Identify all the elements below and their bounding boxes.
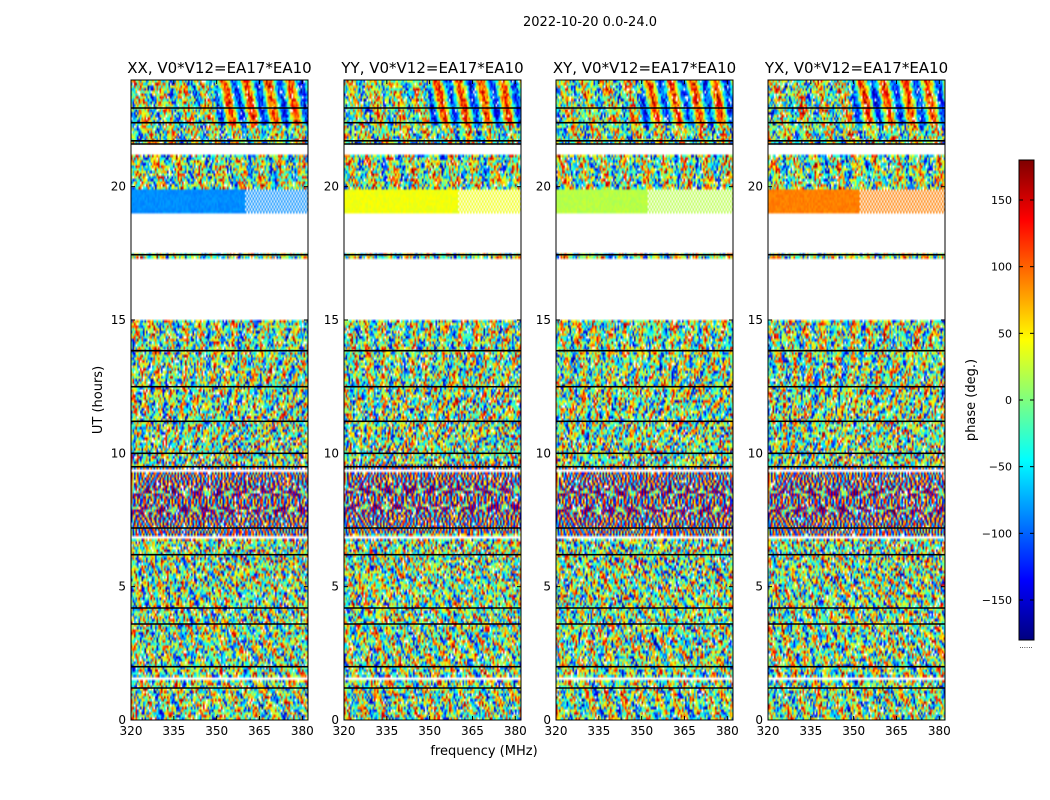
y-tick-label: 5 [543,580,551,594]
y-tick-label: 15 [748,313,763,327]
colorbar-bottom-note: ...... [1019,642,1032,650]
x-tick-label: 335 [799,724,822,738]
heatmap-panel: XY, V0*V12=EA17*EA10 320 335 350 365 380 0 5 10 1… [536,59,739,738]
panel-frame [767,79,946,721]
x-tick-label: 365 [461,724,484,738]
heatmap-panel: XX, V0*V12=EA17*EA10 320 335 350 365 380 0 5 10 1… [111,59,314,738]
y-tick-label: 10 [324,446,339,460]
colorbar-label: phase (deg.) [964,359,979,441]
x-tick-label: 335 [587,724,610,738]
x-tick-label: 335 [375,724,398,738]
panel-title: YY, V0*V12=EA17*EA10 [340,59,523,77]
x-tick-label: 320 [545,724,568,738]
figure-title: 2022-10-20 0.0-24.0 [523,15,657,30]
x-tick-label: 350 [418,724,441,738]
x-tick-label: 365 [673,724,696,738]
y-tick-label: 15 [111,313,126,327]
panel-frame [130,79,309,721]
panel-title: YX, V0*V12=EA17*EA10 [764,59,948,77]
x-tick-label: 365 [885,724,908,738]
y-tick-label: 20 [748,180,763,194]
y-tick-label: 0 [331,713,339,727]
x-tick-label: 380 [716,724,739,738]
x-axis-label: frequency (MHz) [430,744,537,759]
colorbar-tick-label: −50 [989,461,1012,474]
y-tick-label: 10 [536,446,551,460]
heatmap-raster [344,80,521,720]
heatmap-raster [556,80,733,720]
x-tick-label: 350 [205,724,228,738]
colorbar-tick-label: 100 [991,261,1012,274]
y-tick-label: 5 [118,580,126,594]
x-tick-label: 320 [333,724,356,738]
y-tick-label: 5 [755,580,763,594]
heatmap-panel: YY, V0*V12=EA17*EA10 320 335 350 365 380 0 5 10 1… [324,59,527,738]
y-tick-label: 20 [111,180,126,194]
colorbar-tick-label: 150 [991,194,1012,207]
y-tick-label: 0 [543,713,551,727]
colorbar: −150 −100 −50 0 50 100 150 phase (deg.) ...... [964,159,1035,650]
panels: XX, V0*V12=EA17*EA10 320 335 350 365 380 0 5 10 1… [111,59,951,738]
colorbar-tick-label: 0 [1005,394,1012,407]
x-tick-label: 350 [842,724,865,738]
y-tick-label: 0 [755,713,763,727]
panel-frame [343,79,522,721]
x-tick-label: 350 [630,724,653,738]
heatmap-raster [131,80,308,720]
y-tick-label: 5 [331,580,339,594]
panel-title: XX, V0*V12=EA17*EA10 [127,59,311,77]
heatmap-panel: YX, V0*V12=EA17*EA10 320 335 350 365 380 0 5 10 1… [748,59,951,738]
x-tick-label: 365 [248,724,271,738]
y-tick-label: 0 [118,713,126,727]
colorbar-tick-label: 50 [998,327,1012,340]
heatmap-raster [768,80,945,720]
colorbar-tick-label: −150 [982,594,1012,607]
y-tick-label: 10 [111,446,126,460]
y-tick-label: 10 [748,446,763,460]
colorbar-tick-label: −100 [982,527,1012,540]
x-tick-label: 320 [757,724,780,738]
y-tick-label: 15 [536,313,551,327]
panel-title: XY, V0*V12=EA17*EA10 [553,59,736,77]
y-tick-label: 20 [324,180,339,194]
x-tick-label: 380 [291,724,314,738]
x-tick-label: 380 [928,724,951,738]
x-tick-label: 380 [504,724,527,738]
x-tick-label: 320 [120,724,143,738]
y-axis-label: UT (hours) [91,366,106,434]
panel-frame [555,79,734,721]
y-tick-label: 20 [536,180,551,194]
y-tick-label: 15 [324,313,339,327]
x-tick-label: 335 [162,724,185,738]
